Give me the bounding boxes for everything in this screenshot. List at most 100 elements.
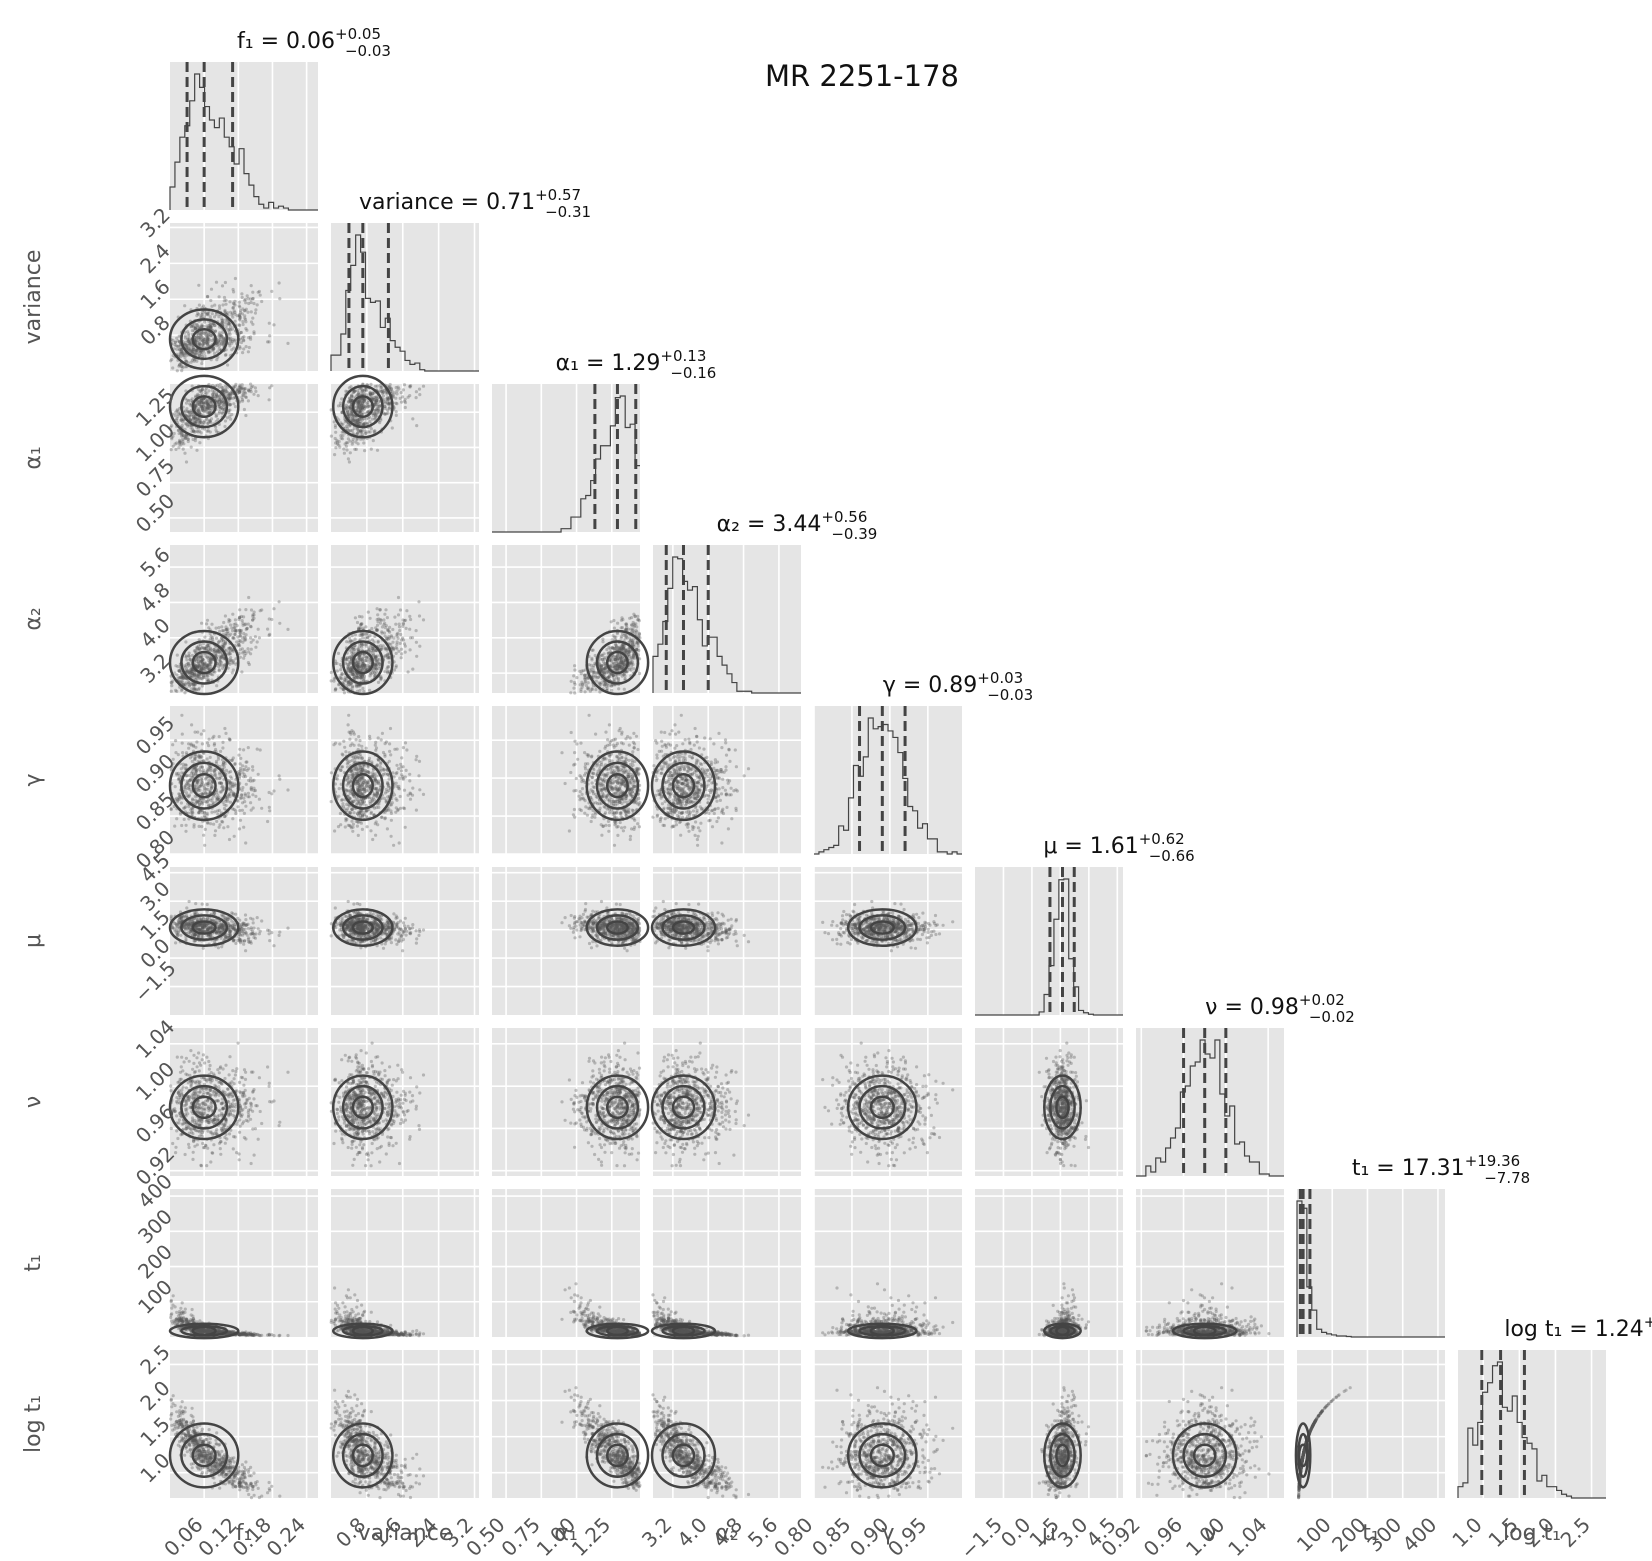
sample-point xyxy=(217,668,221,672)
sample-point xyxy=(221,322,225,326)
y-tick-label: 4.8 xyxy=(135,578,174,617)
sample-point xyxy=(217,735,221,739)
sample-point xyxy=(375,384,379,388)
sample-point xyxy=(583,690,587,694)
sample-point xyxy=(355,427,359,431)
sample-point xyxy=(187,794,191,798)
sample-point xyxy=(246,647,250,651)
sample-point xyxy=(417,614,422,618)
sample-point xyxy=(222,620,226,625)
sample-point xyxy=(195,647,199,651)
sample-point xyxy=(221,820,225,824)
sample-point xyxy=(187,348,191,352)
sample-point xyxy=(184,460,189,464)
sample-point xyxy=(365,825,369,829)
sample-point xyxy=(197,312,201,316)
sample-point xyxy=(220,654,224,659)
sample-point xyxy=(573,691,577,695)
sample-point xyxy=(217,315,221,319)
sample-point xyxy=(244,297,248,301)
sample-point xyxy=(240,312,244,316)
sample-point xyxy=(374,666,378,670)
sample-point xyxy=(346,413,350,417)
sample-point xyxy=(218,382,222,387)
sample-point xyxy=(187,671,191,675)
sample-point xyxy=(240,619,244,623)
sample-point xyxy=(249,801,253,805)
sample-point xyxy=(631,662,635,667)
sample-point xyxy=(197,675,201,679)
sample-point xyxy=(569,691,573,695)
sample-point xyxy=(593,671,597,675)
sample-point xyxy=(258,748,262,752)
sample-point xyxy=(414,396,418,400)
sample-point xyxy=(186,339,190,343)
sample-point xyxy=(242,298,247,302)
sample-point xyxy=(192,352,196,356)
sample-point xyxy=(202,397,206,401)
sample-point xyxy=(177,364,181,368)
sample-point xyxy=(617,687,621,691)
sample-point xyxy=(342,447,346,451)
sample-point xyxy=(388,382,392,387)
sample-point xyxy=(230,348,234,352)
y-tick-label: 0.8 xyxy=(135,310,174,349)
sample-point xyxy=(192,823,196,827)
sample-point xyxy=(347,460,351,464)
sample-point xyxy=(386,653,390,657)
sample-point xyxy=(244,320,248,324)
sample-point xyxy=(375,448,380,452)
sample-point xyxy=(192,347,196,352)
sample-point xyxy=(266,340,270,344)
sample-point xyxy=(246,399,250,403)
sample-point xyxy=(202,338,206,342)
sample-point xyxy=(236,635,240,639)
sample-point xyxy=(209,672,213,676)
panel-title-0: f₁ = 0.06+0.05 −0.03 xyxy=(237,25,391,60)
sample-point xyxy=(186,424,190,428)
sample-point xyxy=(244,765,248,769)
sample-point xyxy=(179,767,183,771)
sample-point xyxy=(176,344,181,348)
sample-point xyxy=(253,788,257,793)
sample-point xyxy=(630,616,634,620)
sample-point xyxy=(340,437,345,441)
sample-point xyxy=(193,325,197,329)
sample-point xyxy=(233,276,237,281)
sample-point xyxy=(573,668,577,672)
scatter-panel-4-0: 0.800.850.900.95γ xyxy=(21,706,318,873)
sample-point xyxy=(337,787,341,791)
sample-point xyxy=(176,339,180,343)
sample-point xyxy=(206,334,210,338)
sample-point xyxy=(173,442,177,446)
sample-point xyxy=(209,634,213,639)
sample-point xyxy=(216,342,220,346)
sample-point xyxy=(217,626,221,630)
sample-point xyxy=(387,777,391,781)
sample-point xyxy=(216,640,221,644)
histogram-panel-0: f₁ = 0.06+0.05 −0.03 xyxy=(169,25,391,211)
sample-point xyxy=(229,339,233,343)
sample-point xyxy=(411,667,415,671)
sample-point xyxy=(217,825,221,829)
sample-point xyxy=(196,800,200,805)
sample-point xyxy=(173,343,177,347)
sample-point xyxy=(249,387,253,392)
sample-point xyxy=(227,647,232,651)
sample-point xyxy=(399,656,403,660)
sample-point xyxy=(387,656,391,660)
sample-point xyxy=(238,323,242,328)
sample-point xyxy=(396,636,400,640)
sample-point xyxy=(189,682,194,686)
sample-point xyxy=(243,309,247,313)
sample-point xyxy=(394,651,398,656)
sample-point xyxy=(223,424,227,429)
sample-point xyxy=(267,321,271,325)
sample-point xyxy=(329,434,333,438)
sample-point xyxy=(193,756,197,760)
sample-point xyxy=(223,614,227,618)
sample-point xyxy=(247,662,251,667)
sample-point xyxy=(194,340,198,344)
sample-point xyxy=(277,600,281,604)
sample-point xyxy=(254,645,258,649)
